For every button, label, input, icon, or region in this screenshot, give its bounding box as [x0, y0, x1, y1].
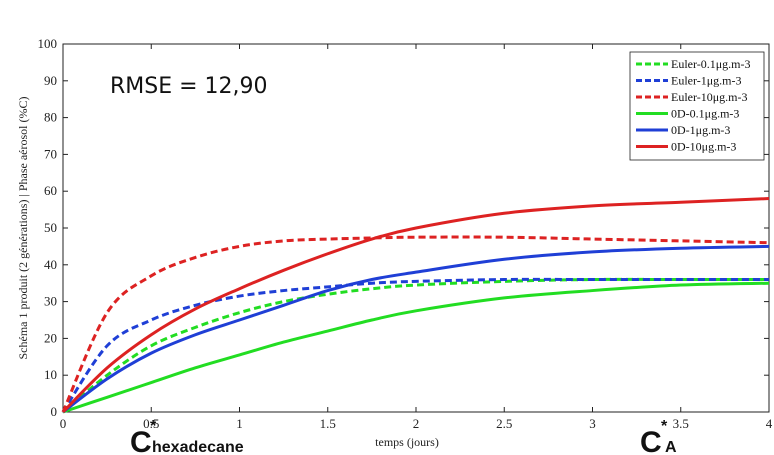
overlay-label-a: C * A [640, 418, 677, 455]
overlay-label-a-main: C [640, 426, 662, 455]
rmse-annotation: RMSE = 12,90 [110, 74, 268, 99]
series-line-euler-10-g-m-3 [61, 235, 770, 413]
legend-label-0d-0-1-g-m-3: 0D-0.1μg.m-3 [671, 107, 739, 121]
y-axis-label: Schéma 1 produit (2 générations) | Phase… [16, 96, 30, 359]
series-lines [61, 197, 770, 414]
overlay-label-a-sup: * [661, 418, 668, 435]
series-line-0d-10-g-m-3 [61, 197, 770, 414]
legend: Euler-0.1μg.m-3 Euler-1μg.m-3 Euler-10μg.m… [629, 51, 765, 161]
y-tick-label: 30 [44, 294, 57, 309]
y-tick-label: 50 [44, 220, 57, 235]
x-tick-label: 0 [60, 416, 67, 431]
y-tick-label: 10 [44, 367, 57, 382]
legend-label-euler-0-1-g-m-3: Euler-0.1μg.m-3 [671, 57, 751, 71]
legend-box [629, 51, 765, 161]
overlay-label-hexadecane-main: C [130, 426, 152, 455]
series-line-0d-0-1-g-m-3 [62, 281, 770, 414]
y-tick-label: 80 [44, 110, 57, 125]
x-tick-label: 3.5 [673, 416, 689, 431]
overlay-label-hexadecane-sub: hexadecane [152, 439, 244, 455]
x-tick-label: 3 [589, 416, 596, 431]
y-tick-label: 40 [44, 257, 57, 272]
overlay-label-a-sub: A [665, 439, 677, 455]
y-tick-label: 60 [44, 183, 57, 198]
y-tick-label: 70 [44, 146, 57, 161]
y-tick-label: 20 [44, 330, 57, 345]
x-tick-label: 1 [236, 416, 243, 431]
x-tick-label: 4 [766, 416, 773, 431]
x-tick-label: 2.5 [496, 416, 512, 431]
y-tick-label: 0 [51, 404, 58, 419]
overlay-label-hexadecane-sup: * [150, 418, 157, 435]
x-axis-label: temps (jours) [375, 435, 439, 449]
x-tick-label: 2 [413, 416, 420, 431]
series-line-0d-1-g-m-3 [62, 244, 770, 414]
y-tick-label: 100 [38, 36, 58, 51]
x-tick-label: 1.5 [320, 416, 336, 431]
legend-label-0d-1-g-m-3: 0D-1μg.m-3 [671, 123, 730, 137]
legend-label-0d-10-g-m-3: 0D-10μg.m-3 [671, 140, 736, 154]
series-line-euler-0-1-g-m-3 [62, 277, 769, 414]
y-tick-label: 90 [44, 73, 57, 88]
overlay-label-hexadecane: C * hexadecane [130, 418, 244, 455]
legend-label-euler-10-g-m-3: Euler-10μg.m-3 [671, 90, 748, 104]
legend-label-euler-1-g-m-3: Euler-1μg.m-3 [671, 74, 742, 88]
x-tick-label: 0.5 [143, 416, 159, 431]
